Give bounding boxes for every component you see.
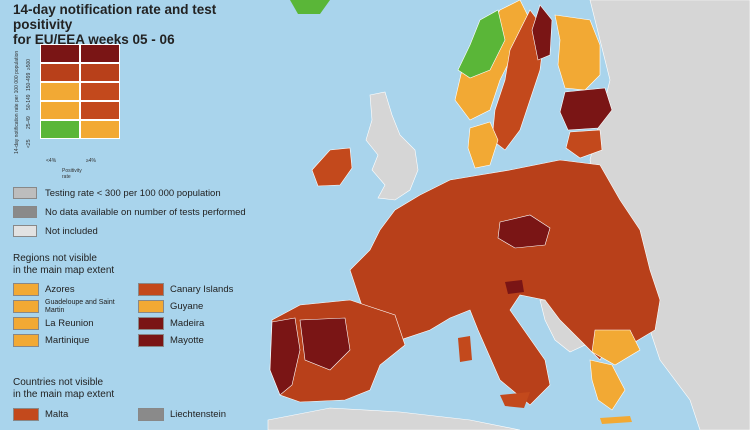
north-africa <box>267 407 521 430</box>
sweden-dark <box>531 4 553 61</box>
uk <box>365 91 419 201</box>
region-azores: Azores <box>13 282 75 297</box>
czechia <box>497 214 551 249</box>
norway-green <box>457 9 506 79</box>
region-swatch <box>13 300 39 313</box>
lithuania <box>565 129 603 159</box>
countries-heading-line-1: Countries not visible <box>13 377 104 388</box>
y-tick-1: 25-49 <box>26 116 32 129</box>
map-title: 14-day notification rate and test positi… <box>13 2 263 47</box>
sardinia <box>458 336 472 362</box>
status-no-data: No data available on number of tests per… <box>13 205 246 219</box>
region-label: Mayotte <box>170 335 204 346</box>
region-guyane: Guyane <box>138 299 203 314</box>
status-swatch <box>13 225 37 237</box>
spain-dark <box>299 317 351 371</box>
region-swatch <box>138 317 164 330</box>
status-swatch <box>13 206 37 218</box>
regions-heading: Regions not visible in the main map exte… <box>13 253 114 277</box>
region-label: Guadeloupe and Saint Martin <box>45 298 115 314</box>
status-label: Testing rate < 300 per 100 000 populatio… <box>45 187 221 199</box>
matrix-cell <box>40 82 80 101</box>
ireland <box>311 147 353 187</box>
y-tick-4: ≥500 <box>26 58 32 70</box>
status-not-included: Not included <box>13 224 98 238</box>
region-martinique: Martinique <box>13 333 89 348</box>
country-malta: Malta <box>13 407 68 422</box>
region-label: Madeira <box>170 318 205 329</box>
crete <box>600 416 632 424</box>
status-testing-rate: Testing rate < 300 per 100 000 populatio… <box>13 186 221 200</box>
country-liechtenstein: Liechtenstein <box>138 407 226 422</box>
region-swatch <box>138 283 164 296</box>
y-tick-3: 150-499 <box>26 72 32 91</box>
matrix-cell <box>80 63 120 82</box>
bulgaria <box>591 329 641 366</box>
country-label: Malta <box>45 409 69 420</box>
countries-heading: Countries not visible in the main map ex… <box>13 377 114 401</box>
matrix-cell <box>80 44 120 63</box>
title-line-1: 14-day notification rate and test positi… <box>13 2 217 32</box>
region-mayotte: Mayotte <box>138 333 204 348</box>
status-label: Not included <box>45 225 98 237</box>
matrix-cell <box>40 44 80 63</box>
matrix-cell <box>40 63 80 82</box>
matrix-x-axis-label: Positivity rate <box>62 168 82 180</box>
region-label: Canary Islands <box>170 284 234 295</box>
region-swatch <box>13 283 39 296</box>
estonia-latvia <box>559 87 613 131</box>
legend-panel: 14-day notification rate and test positi… <box>0 0 268 430</box>
y-tick-0: <25 <box>26 139 32 148</box>
title-line-2: for EU/EEA weeks 05 - 06 <box>13 32 175 47</box>
region-label: La Reunion <box>45 318 94 329</box>
region-swatch <box>13 317 39 330</box>
regions-heading-line-1: Regions not visible <box>13 253 97 264</box>
status-swatch <box>13 187 37 199</box>
region-canary-islands: Canary Islands <box>138 282 233 297</box>
status-label: No data available on number of tests per… <box>45 206 246 218</box>
region-swatch <box>138 300 164 313</box>
green-top <box>290 0 330 14</box>
region-label: Guyane <box>170 301 204 312</box>
sicily <box>500 392 530 408</box>
slovenia <box>505 280 524 294</box>
x-tick-0: <4% <box>46 158 57 164</box>
region-label: Martinique <box>45 335 90 346</box>
matrix-cell <box>80 120 120 139</box>
country-label: Liechtenstein <box>170 409 226 420</box>
matrix-cell <box>80 82 120 101</box>
matrix-cell <box>40 120 80 139</box>
x-tick-1: ≥4% <box>86 158 96 164</box>
region-la-reunion: La Reunion <box>13 316 94 331</box>
country-swatch <box>13 408 39 421</box>
region-swatch <box>13 334 39 347</box>
countries-heading-line-2: in the main map extent <box>13 389 115 400</box>
regions-heading-line-2: in the main map extent <box>13 265 115 276</box>
region-label: Azores <box>45 284 75 295</box>
greece <box>589 359 626 411</box>
y-tick-2: 50-149 <box>26 94 32 110</box>
region-madeira: Madeira <box>138 316 204 331</box>
region-swatch <box>138 334 164 347</box>
portugal <box>269 317 301 396</box>
region-guadeloupe: Guadeloupe and Saint Martin <box>13 299 115 314</box>
matrix-cell <box>80 101 120 120</box>
matrix-y-axis-label: 14-day notification rate per 100 000 pop… <box>14 50 20 154</box>
matrix-cell <box>40 101 80 120</box>
country-swatch <box>138 408 164 421</box>
denmark <box>467 121 499 169</box>
